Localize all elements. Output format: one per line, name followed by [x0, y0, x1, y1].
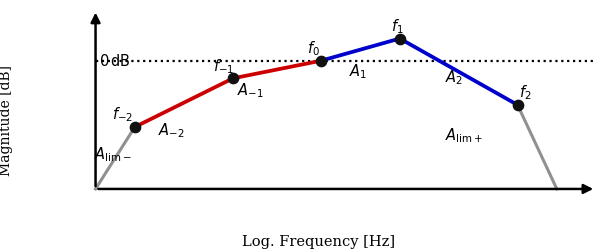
Text: $f_{-1}$: $f_{-1}$: [212, 57, 234, 76]
Text: $A_2$: $A_2$: [445, 68, 463, 87]
Point: [228, 76, 238, 80]
Text: $A_{-2}$: $A_{-2}$: [159, 121, 185, 140]
Point: [130, 125, 140, 129]
Text: $A_{\mathrm{lim}-}$: $A_{\mathrm{lim}-}$: [94, 145, 132, 164]
Point: [395, 37, 405, 41]
Text: $f_{-2}$: $f_{-2}$: [112, 106, 133, 124]
Text: $f_0$: $f_0$: [307, 39, 320, 58]
Text: Magnitude [dB]: Magnitude [dB]: [0, 66, 13, 176]
Point: [513, 103, 523, 107]
Text: $A_1$: $A_1$: [349, 62, 367, 81]
Text: Log. Frequency [Hz]: Log. Frequency [Hz]: [242, 235, 395, 249]
Text: $A_{-1}$: $A_{-1}$: [237, 81, 264, 100]
Text: $0\,\mathrm{dB}$: $0\,\mathrm{dB}$: [99, 53, 131, 69]
Text: $A_{\mathrm{lim}+}$: $A_{\mathrm{lim}+}$: [444, 127, 483, 145]
Text: $f_1$: $f_1$: [391, 17, 404, 36]
Text: $f_2$: $f_2$: [518, 83, 531, 102]
Point: [316, 59, 326, 63]
